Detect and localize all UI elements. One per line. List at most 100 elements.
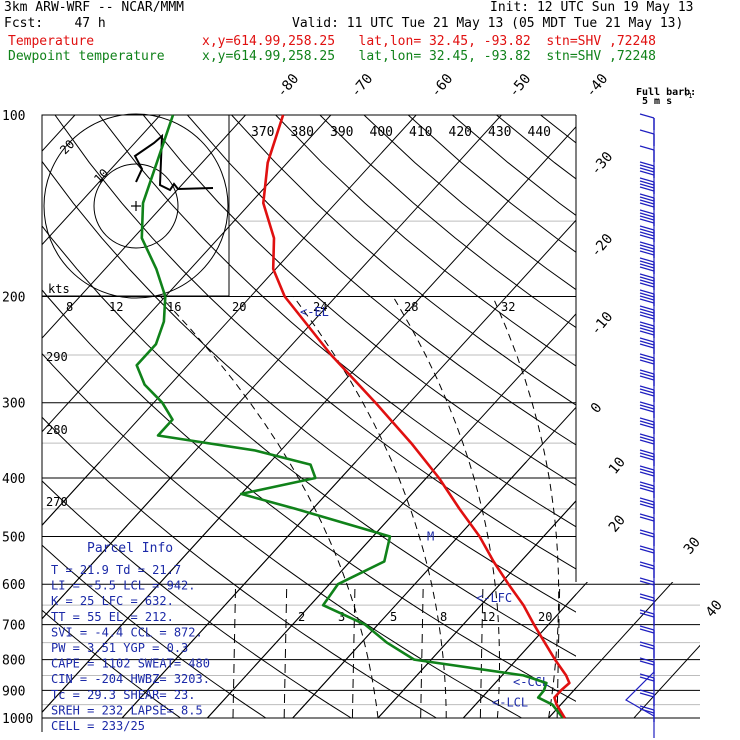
wind-barb-flag	[639, 282, 655, 288]
wind-barb-flag	[639, 513, 655, 519]
wind-barb-flag	[639, 417, 655, 423]
moist-adiabat	[392, 296, 500, 719]
wind-barb-flag	[639, 596, 655, 602]
dry-adiabat	[54, 115, 576, 570]
moist-adiabats	[160, 296, 625, 719]
mixing-ratio-line	[420, 584, 424, 719]
wind-barb-flag	[639, 593, 655, 599]
wind-barb-flag	[639, 436, 655, 442]
dry-adiabat	[673, 115, 740, 718]
wind-barb-flag	[639, 353, 655, 359]
mixing-ratio-label: 5	[390, 610, 397, 624]
wind-barb-flag	[639, 609, 655, 615]
pressure-label-700: 700	[2, 619, 25, 634]
level-marker-el: <-EL	[300, 305, 329, 319]
isotherm	[377, 462, 700, 719]
wind-barb-flag	[639, 161, 655, 167]
wind-barb-flag	[639, 625, 655, 631]
wind-barb-flag	[639, 449, 655, 455]
isotherms-lower	[42, 462, 700, 719]
dry-adiabat	[42, 480, 352, 719]
barb-legend-units: 5 m s	[642, 96, 672, 107]
isotherm	[292, 406, 576, 719]
wind-barb-flag	[639, 500, 655, 506]
wind-barb-flag	[639, 497, 655, 503]
wind-barb-flag	[639, 529, 655, 535]
parcel-info-row: CAPE = 1102 SWEAT= 480	[51, 657, 210, 671]
moist-adiabat	[160, 296, 379, 719]
wind-barb-flag	[639, 628, 655, 634]
wind-barb-flag	[639, 503, 655, 509]
wind-barb-flag	[639, 244, 655, 250]
pressure-label-600: 600	[2, 578, 25, 593]
dry-adiabats	[42, 115, 740, 719]
isotherm	[42, 115, 161, 246]
mixing-ratio-line	[232, 584, 237, 719]
level-marker-ccl: <-CCL	[513, 675, 549, 689]
speed-tick-label: 32	[501, 300, 515, 314]
isotherm	[207, 462, 700, 719]
dry-adiabat	[451, 115, 576, 217]
mixing-ratio-line	[479, 584, 484, 719]
wind-barb-flag	[639, 247, 655, 253]
wind-barb-flag	[639, 228, 655, 234]
wind-barb-flag	[639, 234, 655, 240]
wind-barb-flag	[639, 164, 655, 170]
dry-adiabat-label: 290	[46, 350, 68, 364]
wind-barb-flag	[639, 641, 655, 647]
theta-label: 440	[528, 125, 551, 140]
moist-adiabat	[592, 297, 625, 719]
wind-barb-flag	[639, 276, 655, 282]
wind-barb-flag	[639, 423, 655, 429]
mixing-ratio-label: 12	[481, 610, 495, 624]
dry-adiabat	[717, 115, 740, 718]
wind-barb-flag	[639, 657, 655, 663]
temperature-profile-line	[261, 114, 571, 719]
mixing-ratio-label: 8	[440, 610, 447, 624]
barb-legend-exponent: -1	[684, 92, 692, 100]
wind-barb-flag	[639, 481, 655, 487]
hodograph-ring-10	[93, 163, 179, 249]
hodograph-units: kts	[48, 282, 70, 296]
moist-adiabat	[293, 296, 447, 718]
isotherm-label: -50	[506, 71, 535, 101]
mixing-ratio-line	[283, 584, 288, 719]
init-time: Init: 12 UTC Sun 19 May 13	[490, 0, 694, 15]
temperature-station-info: x,y=614.99,258.25 lat,lon= 32.45, -93.82…	[202, 34, 656, 49]
speed-tick-label: 24	[313, 300, 327, 314]
wind-barb-flag	[639, 356, 655, 362]
parcel-info-row: CIN = -204 HWBZ= 3203.	[51, 672, 210, 686]
theta-label: 390	[330, 125, 353, 140]
wind-barb-flag	[639, 215, 655, 221]
parcel-info-row: LI = -5.5 LCL = 942.	[51, 579, 196, 593]
dry-adiabat-label: 280	[46, 423, 68, 437]
wind-barb-flag	[639, 266, 655, 272]
wind-barb-flag	[639, 484, 655, 490]
dry-adiabat	[42, 352, 522, 719]
theta-label: 430	[488, 125, 511, 140]
dry-adiabat	[319, 115, 576, 329]
isotherm	[42, 115, 246, 339]
wind-barb-flag	[639, 145, 655, 151]
dewpoint-station-info: x,y=614.99,258.25 lat,lon= 32.45, -93.82…	[202, 49, 656, 64]
wind-barb-flag	[639, 305, 655, 311]
dry-adiabat-label: 270	[46, 495, 68, 509]
isotherm-label: -40	[583, 71, 612, 101]
parcel-info-title: Parcel Info	[87, 541, 173, 556]
pressure-label-300: 300	[2, 397, 25, 412]
dry-adiabat	[142, 115, 576, 486]
isotherm-label: -20	[588, 231, 617, 261]
wind-barb-flag	[639, 545, 655, 551]
wind-barb-flag	[639, 324, 655, 330]
wind-barb-flag	[639, 420, 655, 426]
wind-barb-flag	[639, 327, 655, 333]
parcel-info-row: Tc = 29.3 SHEAR= 23.	[51, 688, 196, 702]
wind-barb-flag	[639, 580, 655, 586]
wind-barb-flag	[639, 404, 655, 410]
wind-barb-flag	[639, 487, 655, 493]
wind-barb-flag	[639, 260, 655, 266]
theta-label: 400	[370, 125, 393, 140]
wind-barb-flag	[639, 314, 655, 320]
wind-barb-flag	[639, 330, 655, 336]
